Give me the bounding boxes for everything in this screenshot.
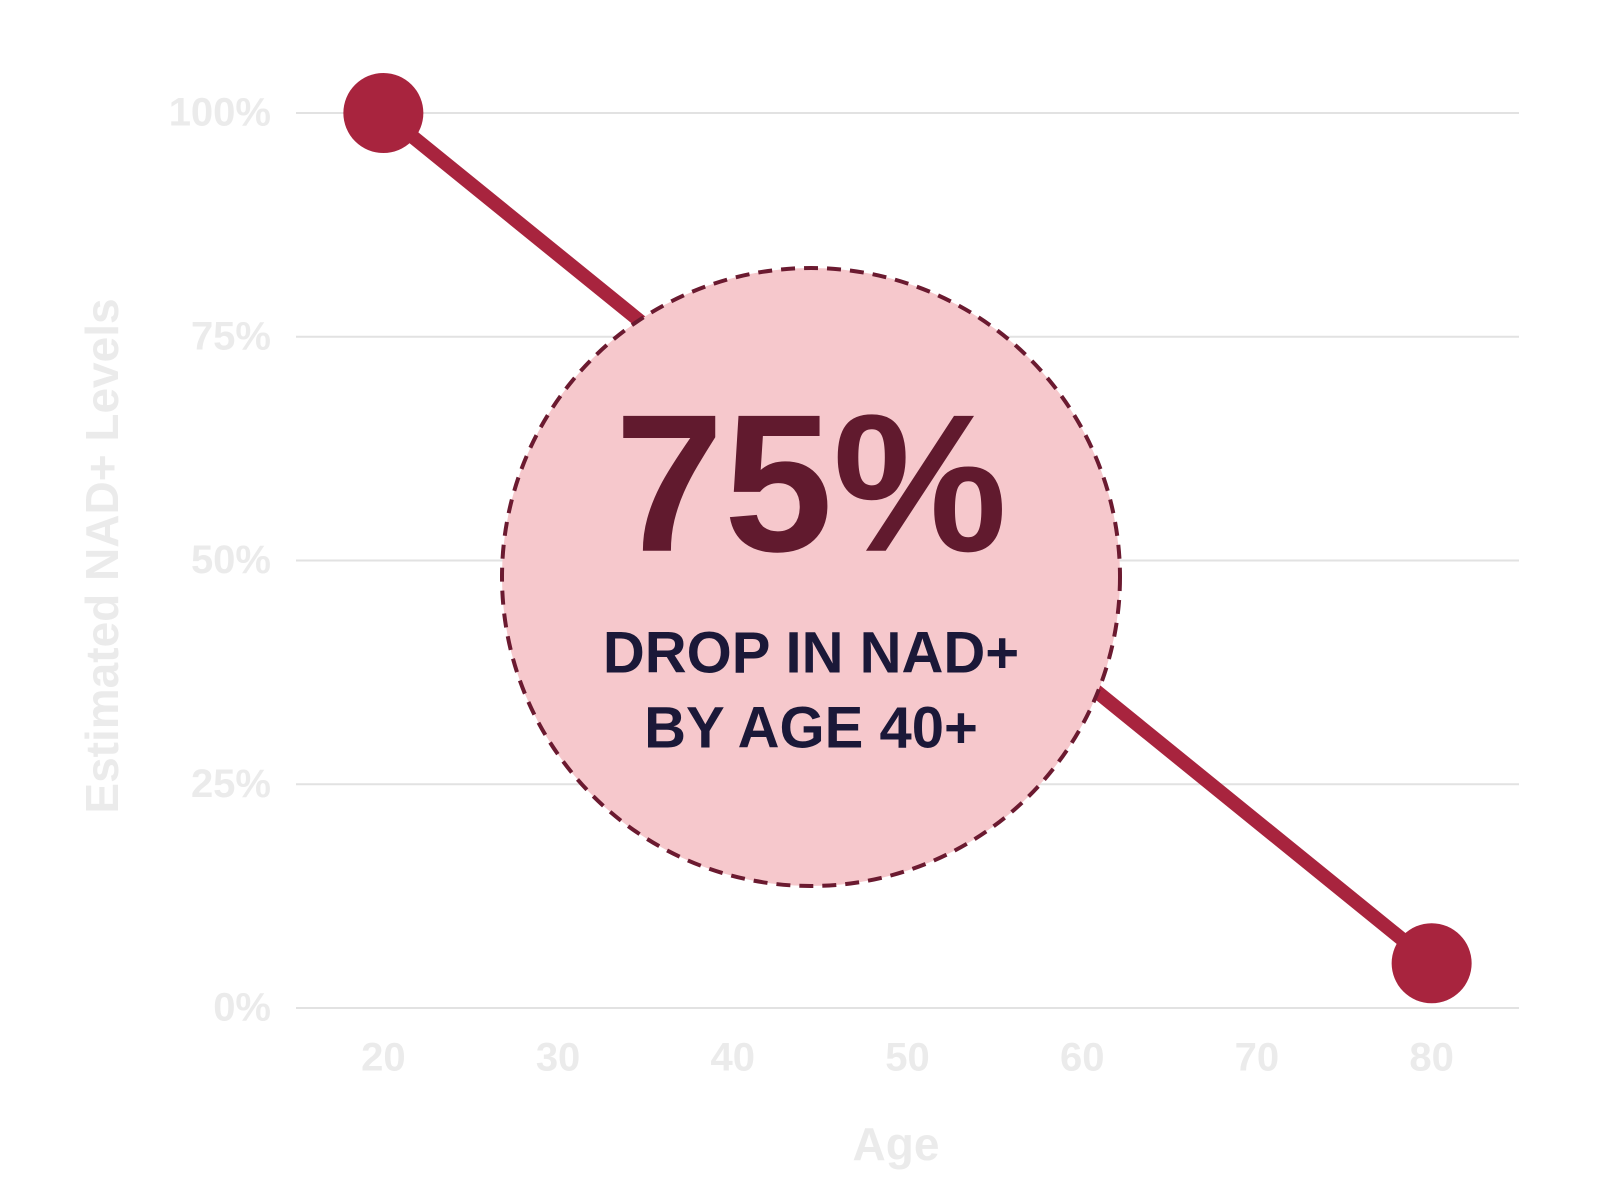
y-tick-label: 75% [191,314,271,358]
x-tick-label: 30 [536,1036,581,1080]
x-tick-label: 80 [1409,1036,1454,1080]
y-tick-label: 0% [213,986,271,1030]
x-tick-label: 20 [361,1036,406,1080]
data-point [343,73,424,153]
callout-headline: 75% [615,374,1007,593]
x-tick-label: 40 [711,1036,756,1080]
data-point [1391,923,1472,1004]
callout-text: BY AGE 40+ [644,695,978,760]
y-tick-label: 25% [191,762,271,806]
x-tick-label: 70 [1235,1036,1280,1080]
y-axis-label: Estimated NAD+ Levels [76,298,128,813]
y-tick-label: 100% [169,91,271,135]
x-tick-label: 60 [1060,1036,1105,1080]
x-axis-label: Age [853,1118,940,1170]
callout-circle [500,266,1122,888]
y-tick-label: 50% [191,538,271,582]
callout-text: DROP IN NAD+ [603,620,1019,685]
x-tick-label: 50 [885,1036,930,1080]
